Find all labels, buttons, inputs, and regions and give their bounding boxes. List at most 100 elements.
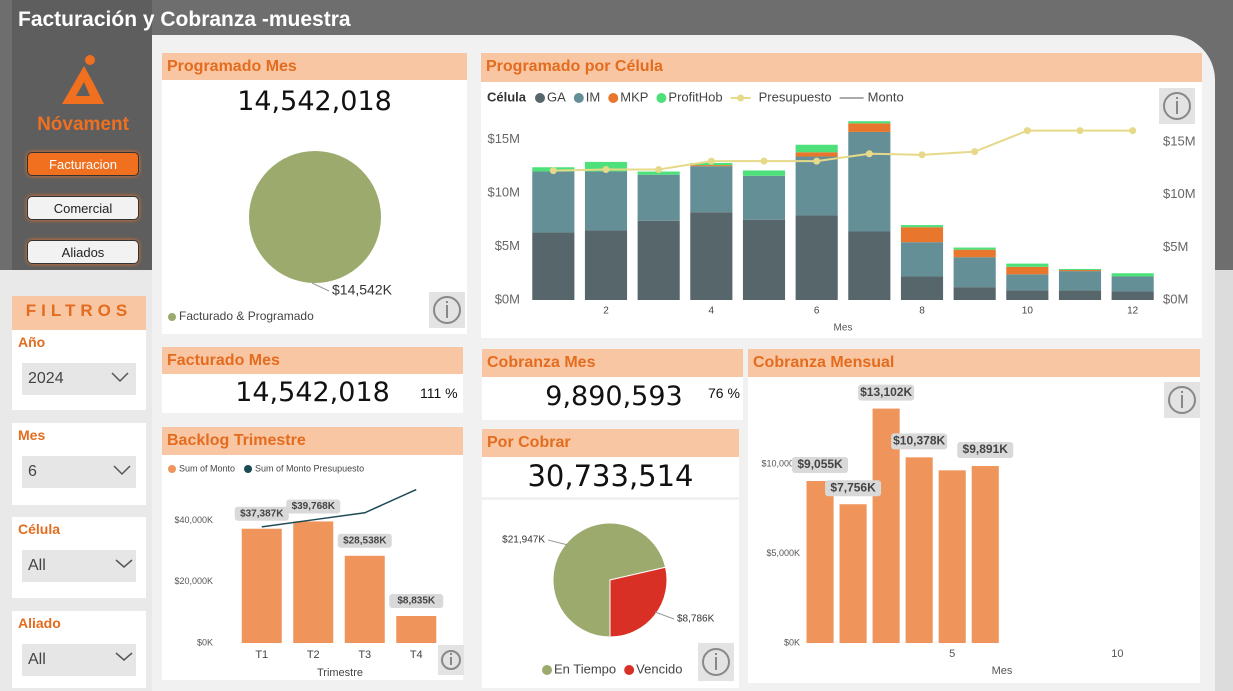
- y-tick-label: $10M: [1163, 186, 1196, 201]
- x-tick-label: 10: [1111, 648, 1123, 660]
- x-tick-label: T1: [255, 649, 268, 661]
- y-tick-label: $5M: [1163, 239, 1188, 254]
- data-label: $7,756K: [830, 480, 876, 494]
- card-title: Facturado Mes: [162, 347, 463, 374]
- bar: [344, 555, 385, 643]
- bar-segment: [532, 232, 575, 300]
- bar-segment: [900, 225, 944, 228]
- leader-line: [654, 611, 675, 620]
- legend-label: Facturado & Programado: [179, 309, 314, 323]
- x-tick-label: T3: [358, 649, 371, 661]
- kpi-value: 30,733,514: [527, 459, 694, 493]
- bar-segment: [848, 131, 891, 232]
- x-axis-title: Mes: [992, 665, 1013, 677]
- bar-segment: [637, 220, 680, 300]
- data-label: $13,102K: [860, 385, 912, 399]
- y-tick-label: $0M: [1163, 291, 1188, 306]
- y-tick-label: $15M: [487, 131, 520, 146]
- y-tick-label: $0K: [197, 637, 213, 647]
- x-tick-label: 4: [709, 306, 715, 317]
- bar-segment: [637, 174, 680, 221]
- line-point: [1076, 127, 1084, 135]
- legend-marker: [737, 94, 745, 102]
- bar-segment: [1058, 268, 1102, 271]
- bar-segment: [742, 219, 786, 300]
- bar-segment: [795, 144, 838, 153]
- bar-segment: [953, 287, 996, 300]
- y-tick-label: $15M: [1163, 134, 1196, 149]
- bar-segment: [532, 171, 575, 233]
- legend-label: IM: [586, 89, 600, 104]
- y-tick-label: $20,000K: [174, 576, 213, 586]
- x-axis-title: Trimestre: [317, 667, 363, 679]
- kpi-value: 9,890,593: [545, 381, 683, 412]
- bar-segment: [900, 242, 944, 277]
- bar-segment: [1111, 273, 1154, 277]
- data-label: $14,542K: [332, 282, 393, 298]
- line-point: [549, 167, 557, 175]
- logo-name: Nóvament: [37, 114, 129, 135]
- legend-marker: [244, 465, 253, 473]
- legend-label: Sum of Monto: [179, 463, 235, 473]
- pie-slice: [249, 151, 381, 283]
- y-tick-label: $10M: [487, 184, 520, 199]
- bar-segment: [1058, 290, 1102, 300]
- bar-segment: [900, 227, 944, 243]
- legend-marker: [168, 465, 176, 473]
- bar-segment: [584, 230, 628, 300]
- data-label: $9,055K: [797, 457, 843, 471]
- x-tick-label: T4: [410, 649, 423, 661]
- x-axis-title: Mes: [834, 323, 853, 334]
- bar-segment: [795, 215, 838, 300]
- y-tick-label: $5M: [495, 238, 520, 253]
- dropdown[interactable]: All: [22, 644, 136, 676]
- line-point: [1023, 127, 1031, 135]
- nav-button[interactable]: Facturacion: [27, 152, 139, 176]
- legend-marker: [168, 313, 176, 321]
- bar-segment: [690, 165, 733, 167]
- y-tick-label: $40,000K: [174, 515, 213, 525]
- line-point: [918, 151, 926, 159]
- dropdown[interactable]: All: [22, 550, 136, 582]
- filter-label: Célula: [18, 521, 61, 537]
- line-point: [707, 157, 715, 165]
- legend-marker: [624, 665, 635, 675]
- data-label-box: [891, 433, 948, 450]
- x-tick-label: T2: [307, 649, 320, 661]
- card-title: Programado por Célula: [481, 53, 1202, 82]
- bar-segment: [1111, 291, 1154, 300]
- card-title: Cobranza Mensual: [748, 349, 1200, 377]
- y-tick-label: $5,000K: [766, 548, 800, 558]
- y-tick-label: $10,000K: [761, 458, 800, 468]
- nav-button[interactable]: Comercial: [27, 196, 139, 220]
- bar-segment: [848, 123, 891, 132]
- filter-label: Mes: [18, 427, 46, 443]
- bar: [971, 466, 999, 643]
- info-icons[interactable]: [429, 88, 1200, 681]
- dropdown[interactable]: 6: [22, 456, 136, 488]
- kpi-value: 14,542,018: [235, 377, 390, 408]
- bar-segment: [795, 156, 838, 216]
- nav-button[interactable]: Aliados: [27, 240, 139, 264]
- filter: Año 2024: [12, 330, 146, 410]
- legend-label: Sum of Monto Presupuesto: [255, 463, 364, 473]
- bar-segment: [584, 171, 628, 231]
- data-label: $39,768K: [292, 501, 336, 512]
- kpi-percent: 111 %: [420, 385, 458, 401]
- line-point: [971, 148, 979, 156]
- data-label: $8,786K: [677, 614, 715, 625]
- legend-marker: [656, 93, 667, 103]
- separator: [482, 497, 739, 500]
- bar-segment: [1006, 290, 1049, 300]
- line-point: [813, 157, 821, 165]
- bar: [905, 457, 933, 643]
- data-label: $21,947K: [502, 535, 545, 546]
- legend-marker: [535, 93, 545, 103]
- line-point: [1129, 127, 1137, 135]
- bar: [241, 528, 282, 643]
- data-label: $28,538K: [343, 535, 387, 546]
- bar: [806, 480, 834, 643]
- card-title: Por Cobrar: [482, 429, 739, 457]
- x-tick-label: 5: [949, 648, 955, 660]
- bar-segment: [953, 249, 996, 258]
